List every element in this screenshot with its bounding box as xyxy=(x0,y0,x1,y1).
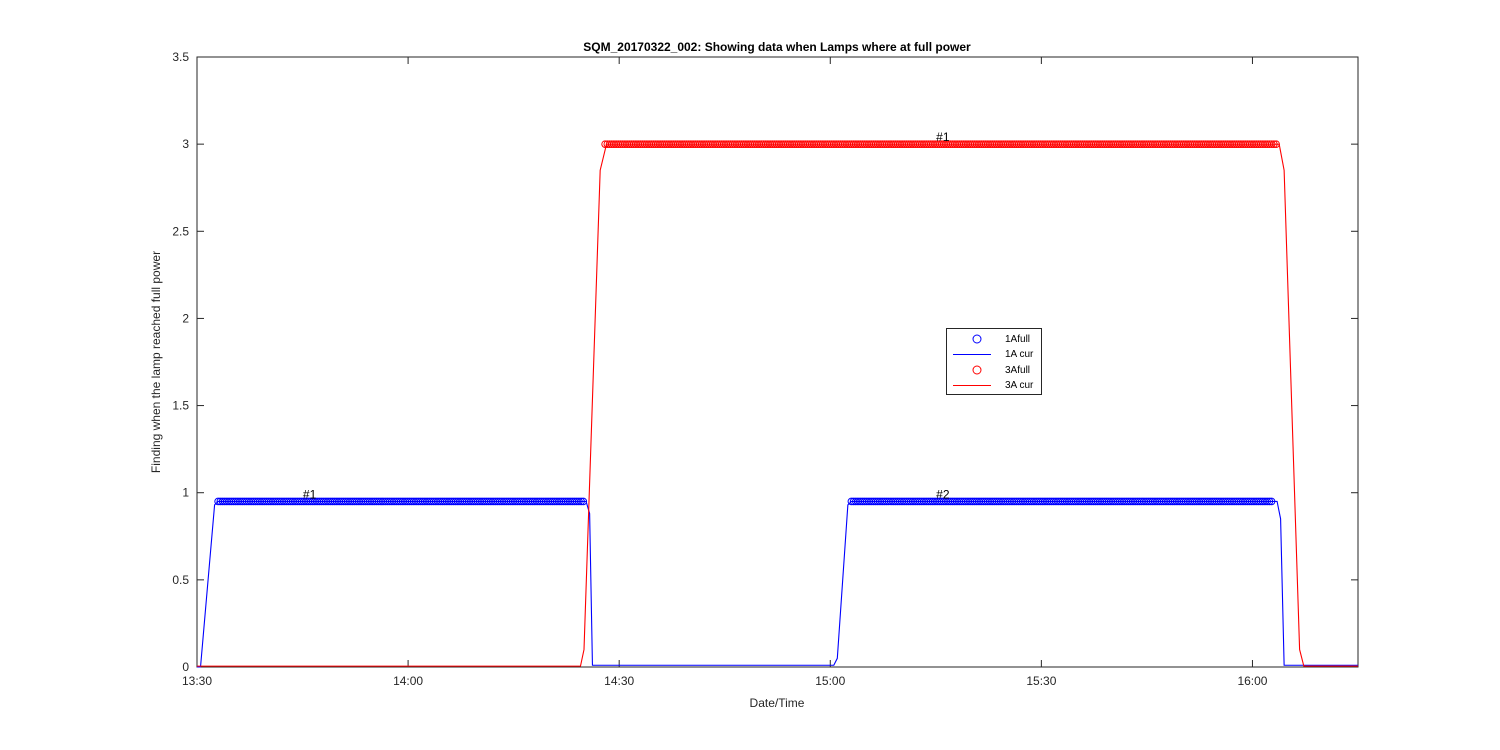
x-tick-label: 15:00 xyxy=(815,674,845,688)
line-swatch-icon xyxy=(953,385,991,386)
circle-marker-icon xyxy=(972,334,982,344)
marker-1afull xyxy=(1263,497,1271,506)
legend-item-3afull: 3Afull xyxy=(947,363,1041,378)
y-tick-label: 0 xyxy=(182,660,189,674)
x-axis-title: Date/Time xyxy=(750,696,805,710)
marker-1afull xyxy=(575,497,583,506)
x-tick-label: 15:30 xyxy=(1026,674,1056,688)
y-tick-label: 1.5 xyxy=(172,399,189,413)
marker-3afull xyxy=(1267,140,1276,148)
axes-box xyxy=(196,56,1359,668)
marker-1afull xyxy=(577,497,585,506)
legend-item-1afull: 1Afull xyxy=(947,332,1041,347)
annotation-label: #1 xyxy=(303,487,317,501)
marker-3afull xyxy=(1270,140,1278,148)
marker-3afull xyxy=(1272,140,1280,148)
legend-label: 1A cur xyxy=(1005,349,1034,360)
legend-label: 3A cur xyxy=(1005,380,1034,391)
x-tick-label: 14:30 xyxy=(604,674,634,688)
x-tick-label: 16:00 xyxy=(1237,674,1267,688)
y-axis-title: Finding when the lamp reached full power xyxy=(149,251,163,473)
y-tick-label: 3 xyxy=(182,137,189,151)
annotation-label: #2 xyxy=(936,487,950,501)
marker-1afull xyxy=(579,497,588,506)
y-tick-label: 2 xyxy=(182,311,189,325)
marker-1afull xyxy=(1267,497,1276,506)
legend-item-1a-cur: 1A cur xyxy=(947,347,1041,362)
legend-label: 3Afull xyxy=(1005,365,1031,376)
circle-marker-icon xyxy=(972,365,982,375)
annotation-label: #1 xyxy=(936,130,950,144)
y-tick-label: 2.5 xyxy=(172,224,189,238)
line-swatch-icon xyxy=(953,354,991,355)
x-tick-label: 14:00 xyxy=(393,674,423,688)
y-tick-label: 1 xyxy=(182,486,189,500)
chart-title: SQM_20170322_002: Showing data when Lamp… xyxy=(583,40,971,54)
legend-label: 1Afull xyxy=(1005,334,1031,345)
plot-layer: 13:30 14:00 14:30 15:00 15:30 16:00 0 0.5 1 1.5 2 2… xyxy=(172,50,1359,688)
legend: 1Afull 1A cur 3Afull 3A cur xyxy=(946,328,1042,395)
y-tick-label: 0.5 xyxy=(172,573,189,587)
x-tick-label: 13:30 xyxy=(182,674,212,688)
y-tick-label: 3.5 xyxy=(172,50,189,64)
marker-1afull xyxy=(1265,497,1274,506)
legend-item-3a-cur: 3A cur xyxy=(947,378,1041,393)
